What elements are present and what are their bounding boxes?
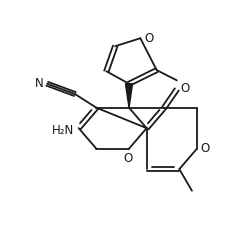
Text: N: N (35, 77, 43, 90)
Text: O: O (200, 142, 209, 155)
Text: O: O (180, 82, 189, 95)
Polygon shape (125, 84, 132, 108)
Text: H₂N: H₂N (51, 124, 73, 137)
Text: O: O (144, 32, 153, 45)
Text: O: O (123, 152, 132, 165)
